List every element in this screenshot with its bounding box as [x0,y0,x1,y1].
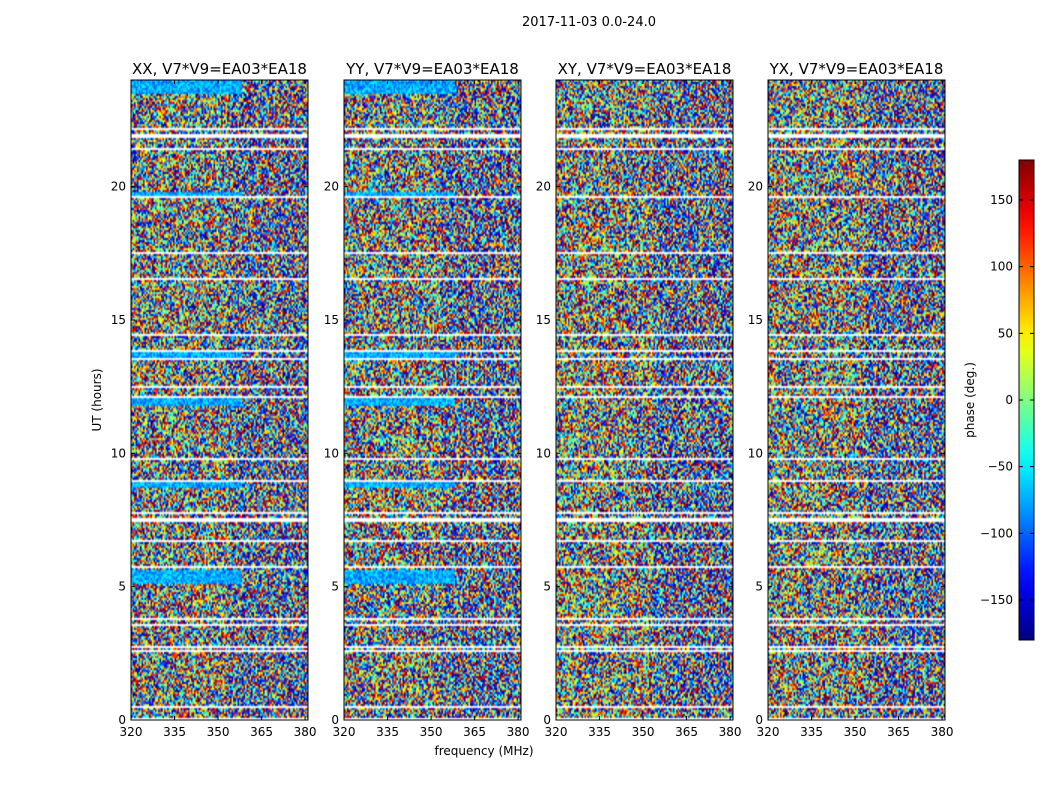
x-tick-label: 335 [800,725,823,739]
y-tick-label: 15 [111,313,126,327]
y-tick-label: 0 [755,713,763,727]
x-tick-label: 350 [207,725,230,739]
x-tick-label: 350 [844,725,867,739]
y-tick-label: 10 [324,446,339,460]
colorbar-tick-label: 100 [990,260,1013,274]
panel-frame-2 [343,79,522,721]
x-tick-label: 365 [463,725,486,739]
x-tick-label: 320 [545,725,568,739]
y-tick-label: 20 [111,180,126,194]
x-tick-label: 365 [250,725,273,739]
panel-frame-1 [130,79,309,721]
x-tick-label: 380 [507,725,530,739]
x-tick-label: 335 [163,725,186,739]
x-tick-label: 320 [757,725,780,739]
panel-3: XY, V7*V9=EA03*EA18 320 335 350 365 380 0 5 10 15… [536,60,742,739]
heatmap-image-3 [556,80,733,720]
y-tick-label: 15 [748,313,763,327]
x-tick-label: 350 [420,725,443,739]
x-axis-label: frequency (MHz) [434,744,533,758]
colorbar-tick-label: 50 [998,326,1013,340]
panel-title-2: YY, V7*V9=EA03*EA18 [345,60,519,78]
panel-frame-3 [555,79,734,721]
y-tick-label: 15 [536,313,551,327]
x-tick-label: 380 [719,725,742,739]
panel-frame-4 [767,79,946,721]
y-tick-label: 15 [324,313,339,327]
y-tick-label: 10 [536,446,551,460]
x-tick-label: 335 [376,725,399,739]
y-tick-label: 20 [536,180,551,194]
y-tick-label: 5 [118,580,126,594]
panels-group: XX, V7*V9=EA03*EA18 320 335 350 365 380 0 5 10 15… [111,60,954,739]
x-tick-label: 380 [294,725,317,739]
y-tick-label: 5 [755,580,763,594]
colorbar-tick-label: −50 [988,460,1013,474]
panel-1: XX, V7*V9=EA03*EA18 320 335 350 365 380 0 5 10 15… [111,60,317,739]
heatmap-image-1 [131,80,308,720]
colorbar-tick-label: 150 [990,193,1013,207]
colorbar-gradient [1019,160,1034,640]
colorbar: −150 −100 −50 0 50 100 150 [980,159,1035,641]
y-tick-label: 10 [111,446,126,460]
heatmap-image-4 [768,80,945,720]
panel-2: YY, V7*V9=EA03*EA18 320 335 350 365 380 0 5 10 15… [324,60,530,739]
y-tick-label: 20 [748,180,763,194]
y-tick-label: 0 [331,713,339,727]
y-tick-label: 0 [543,713,551,727]
panel-title-3: XY, V7*V9=EA03*EA18 [558,60,732,78]
x-tick-label: 320 [120,725,143,739]
colorbar-tick-label: −150 [980,593,1013,607]
x-tick-label: 365 [887,725,910,739]
heatmap-image-2 [344,80,521,720]
y-tick-label: 0 [118,713,126,727]
y-tick-label: 5 [543,580,551,594]
colorbar-tick-label: −100 [980,526,1013,540]
colorbar-tick-label: 0 [1005,393,1013,407]
panel-4: YX, V7*V9=EA03*EA18 320 335 350 365 380 0 5 10 15… [748,60,954,739]
colorbar-label: phase (deg.) [963,362,977,438]
y-tick-label: 20 [324,180,339,194]
x-tick-label: 320 [333,725,356,739]
x-tick-label: 380 [931,725,954,739]
panel-title-4: YX, V7*V9=EA03*EA18 [769,60,944,78]
y-tick-label: 5 [331,580,339,594]
y-tick-label: 10 [748,446,763,460]
panel-title-1: XX, V7*V9=EA03*EA18 [132,60,307,78]
x-tick-label: 350 [632,725,655,739]
y-axis-label: UT (hours) [90,368,104,431]
figure-title: 2017-11-03 0.0-24.0 [522,15,656,30]
x-tick-label: 335 [588,725,611,739]
x-tick-label: 365 [675,725,698,739]
